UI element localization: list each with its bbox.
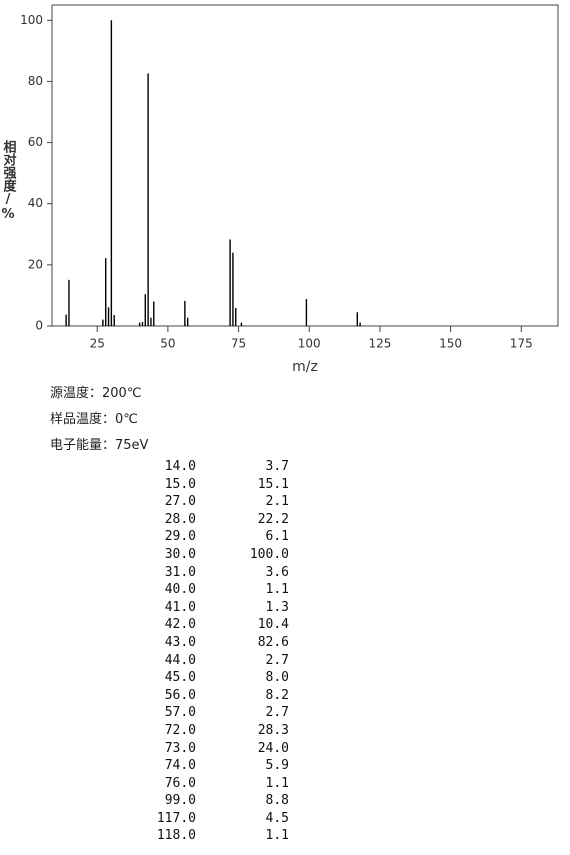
table-row: 44.0 2.7 <box>0 652 570 670</box>
mz-cell: 73.0 <box>164 740 196 756</box>
y-tick-label: 80 <box>28 74 43 88</box>
table-row: 73.0 24.0 <box>0 740 570 758</box>
table-row: 99.0 8.8 <box>0 792 570 810</box>
intensity-cell: 8.2 <box>265 687 289 703</box>
mz-cell: 44.0 <box>164 652 196 668</box>
x-tick-label: 75 <box>231 337 246 351</box>
mz-cell: 30.0 <box>164 546 196 562</box>
table-row: 56.0 8.2 <box>0 687 570 705</box>
intensity-cell: 1.1 <box>265 775 289 791</box>
intensity-cell: 5.9 <box>265 758 289 774</box>
table-row: 15.0 15.1 <box>0 476 570 494</box>
intensity-cell: 82.6 <box>257 634 289 650</box>
intensity-cell: 8.0 <box>265 670 289 686</box>
mz-cell: 15.0 <box>164 476 196 492</box>
mz-cell: 99.0 <box>164 793 196 809</box>
mz-cell: 56.0 <box>164 687 196 703</box>
intensity-cell: 3.6 <box>265 564 289 580</box>
intensity-cell: 4.5 <box>265 810 289 826</box>
intensity-cell: 100.0 <box>249 546 289 562</box>
intensity-cell: 2.7 <box>265 705 289 721</box>
mz-cell: 27.0 <box>164 494 196 510</box>
intensity-cell: 15.1 <box>257 476 289 492</box>
intensity-cell: 8.8 <box>265 793 289 809</box>
x-tick-label: 150 <box>439 337 462 351</box>
mz-cell: 28.0 <box>164 511 196 527</box>
intensity-cell: 1.1 <box>265 828 289 844</box>
table-row: 57.0 2.7 <box>0 704 570 722</box>
table-row: 76.0 1.1 <box>0 775 570 793</box>
y-tick-label: 100 <box>20 13 43 27</box>
x-tick-label: 100 <box>298 337 321 351</box>
y-tick-label: 40 <box>28 196 43 210</box>
x-axis-label: m/z <box>292 359 318 375</box>
table-row: 72.0 28.3 <box>0 722 570 740</box>
table-row: 118.0 1.1 <box>0 827 570 845</box>
intensity-cell: 24.0 <box>257 740 289 756</box>
table-row: 31.0 3.6 <box>0 564 570 582</box>
y-axis-label: 相对强度/% <box>1 139 17 222</box>
mz-cell: 31.0 <box>164 564 196 580</box>
table-row: 45.0 8.0 <box>0 669 570 687</box>
table-row: 40.0 1.1 <box>0 581 570 599</box>
table-row: 30.0 100.0 <box>0 546 570 564</box>
mz-cell: 40.0 <box>164 582 196 598</box>
table-row: 28.0 22.2 <box>0 511 570 529</box>
intensity-cell: 2.1 <box>265 494 289 510</box>
intensity-cell: 10.4 <box>257 617 289 633</box>
plot-frame <box>51 4 559 327</box>
peak-table: 14.0 3.7 15.0 15.1 27.0 2.1 28.0 22.2 29.0 6.1 30.… <box>0 458 570 845</box>
y-tick-label: 20 <box>28 257 43 271</box>
x-tick-label: 50 <box>160 337 175 351</box>
table-row: 117.0 4.5 <box>0 810 570 828</box>
mz-cell: 45.0 <box>164 670 196 686</box>
mz-cell: 14.0 <box>164 459 196 474</box>
mz-cell: 57.0 <box>164 705 196 721</box>
mz-cell: 29.0 <box>164 529 196 545</box>
mz-cell: 72.0 <box>164 722 196 738</box>
mz-cell: 41.0 <box>164 599 196 615</box>
x-tick-label: 125 <box>368 337 391 351</box>
table-row: 74.0 5.9 <box>0 757 570 775</box>
mz-cell: 117.0 <box>156 810 196 826</box>
chart: 相对强度/% m/z 0 20 40 60 80 100 25 50 75 100 125 150 17… <box>1 4 559 375</box>
info-line: 电子能量：75eV <box>50 438 149 453</box>
table-row: 41.0 1.3 <box>0 599 570 617</box>
info-line: 源温度：200℃ <box>50 386 142 401</box>
intensity-cell: 22.2 <box>257 511 289 527</box>
mz-cell: 76.0 <box>164 775 196 791</box>
mz-cell: 74.0 <box>164 758 196 774</box>
info-line: 样品温度：0℃ <box>50 412 138 427</box>
mz-cell: 42.0 <box>164 617 196 633</box>
intensity-cell: 28.3 <box>257 722 289 738</box>
x-tick-label: 25 <box>90 337 105 351</box>
y-tick-label: 60 <box>28 135 43 149</box>
intensity-cell: 6.1 <box>265 529 289 545</box>
table-row: 27.0 2.1 <box>0 493 570 511</box>
y-tick-label: 0 <box>35 319 43 333</box>
table-row: 42.0 10.4 <box>0 616 570 634</box>
x-tick-label: 175 <box>510 337 533 351</box>
intensity-cell: 1.3 <box>265 599 289 615</box>
mz-cell: 118.0 <box>156 828 196 844</box>
intensity-cell: 2.7 <box>265 652 289 668</box>
intensity-cell: 3.7 <box>265 459 289 474</box>
table-row: 29.0 6.1 <box>0 528 570 546</box>
intensity-cell: 1.1 <box>265 582 289 598</box>
mz-cell: 43.0 <box>164 634 196 650</box>
table-row: 43.0 82.6 <box>0 634 570 652</box>
table-row: 14.0 3.7 <box>0 458 570 476</box>
